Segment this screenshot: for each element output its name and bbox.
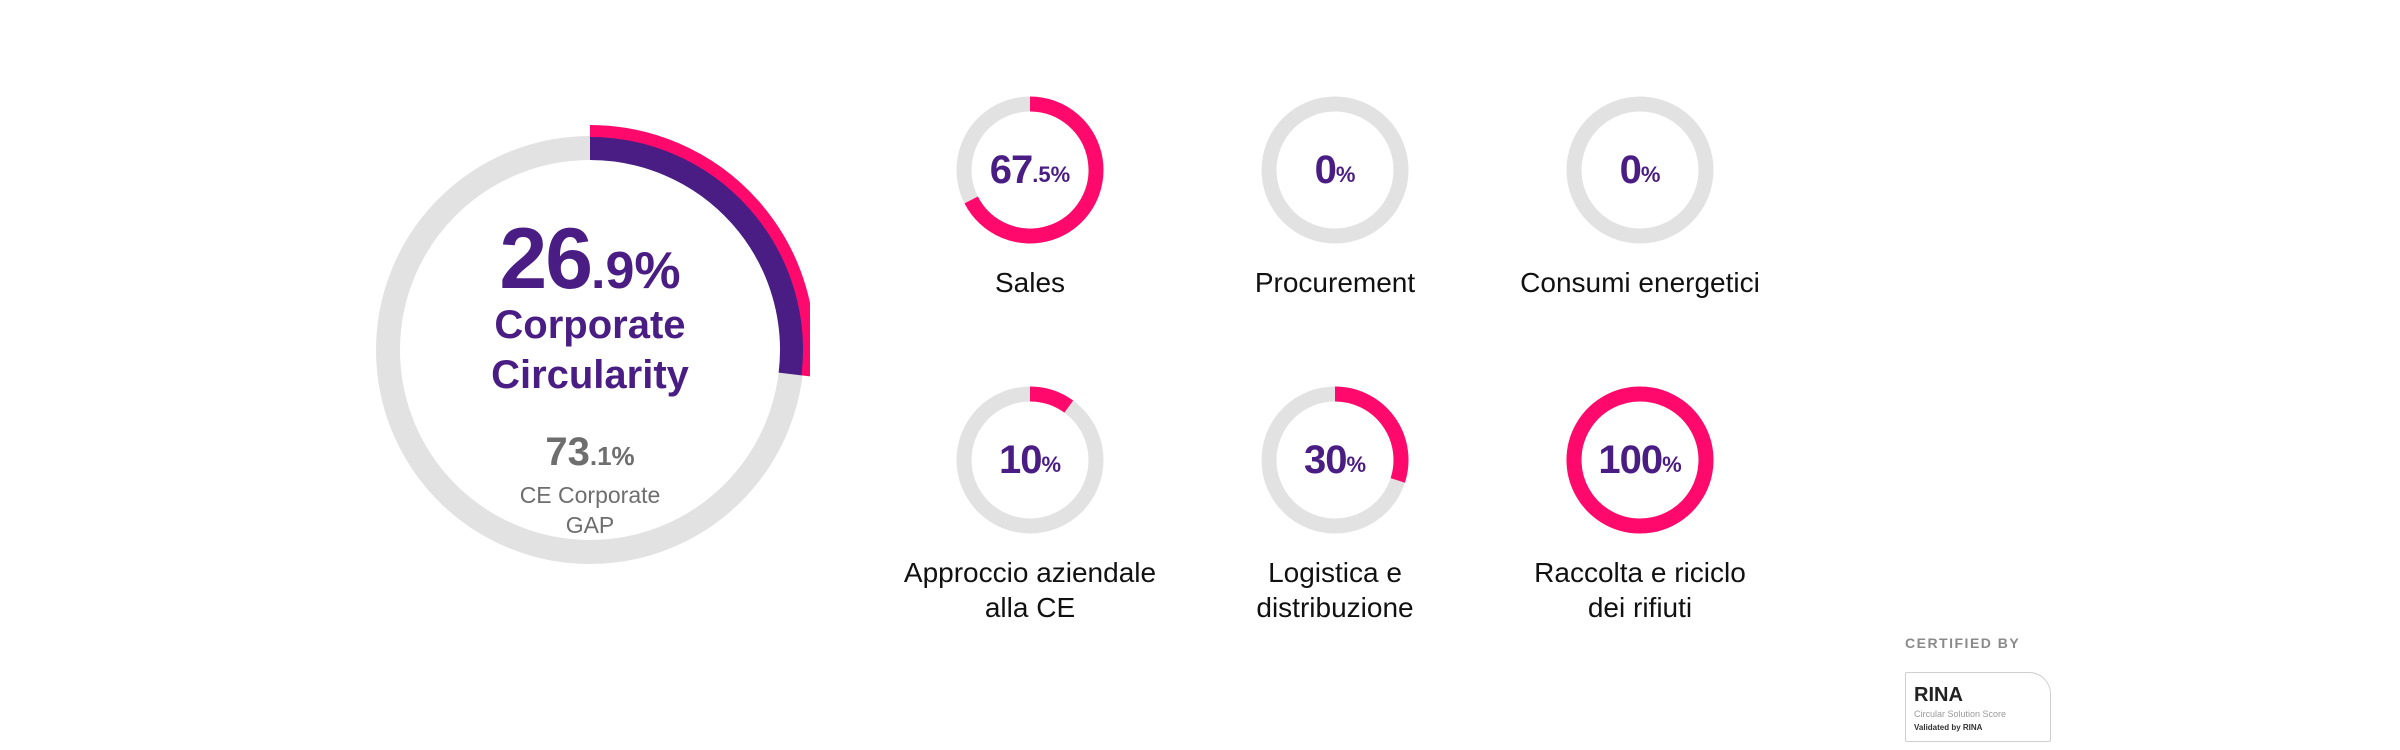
corporate-circularity-label: Corporate Circularity [395, 300, 785, 400]
kpi-label-line1: Procurement [1254, 267, 1416, 298]
corporate-circularity-label-line1: Corporate [494, 303, 686, 347]
kpi-label: Raccolta e riciclo dei rifiuti [1470, 555, 1810, 625]
kpi-value-int: 30 [1303, 437, 1347, 482]
ce-corporate-gap-label-line2: GAP [565, 512, 615, 538]
ce-corporate-gap-label-line1: CE Corporate [519, 482, 661, 508]
kpi-value-int: 10 [998, 437, 1042, 482]
corporate-circularity-value-dec: .9% [591, 242, 681, 300]
kpi-value-small: % [1346, 452, 1367, 477]
kpi-label: Approccio aziendale alla CE [860, 555, 1200, 625]
kpi-value: 10% [955, 385, 1105, 535]
kpi-label: Logistica e distribuzione [1165, 555, 1505, 625]
kpi-label-line1: Sales [994, 267, 1066, 298]
ce-corporate-gap-label: CE Corporate GAP [395, 480, 785, 540]
kpi-donut-arc [1029, 386, 1074, 413]
kpi-value-int: 0 [1314, 147, 1337, 192]
kpi-donut-track [1566, 96, 1714, 244]
kpi-label-line1: Approccio aziendale [903, 557, 1157, 588]
kpi-value: 30% [1260, 385, 1410, 535]
kpi-label: Consumi energetici [1470, 265, 1810, 300]
kpi-donut-track [1261, 96, 1409, 244]
kpi-label-line2: distribuzione [1256, 592, 1414, 623]
kpi-value-small: .5% [1032, 162, 1071, 187]
kpi-value-small: % [1041, 452, 1062, 477]
kpi-label-line1: Logistica e [1268, 557, 1402, 588]
kpi-donut-arc [1566, 386, 1714, 534]
corporate-circularity-value: 26.9% [395, 210, 785, 309]
main-gauge-value-arc-inner [589, 136, 804, 376]
kpi-value: 0% [1565, 95, 1715, 245]
kpi-value: 100% [1565, 385, 1715, 535]
kpi-label-line1: Consumi energetici [1520, 267, 1760, 298]
rina-certification-badge[interactable]: RINA Circular Solution Score Validated b… [1905, 672, 2051, 742]
kpi-value-int: 100 [1598, 437, 1663, 482]
kpi-label-line2: alla CE [984, 592, 1076, 623]
kpi-value-int: 67 [989, 147, 1033, 192]
ce-corporate-gap-value: 73.1% [395, 430, 785, 475]
corporate-circularity-gauge [376, 125, 810, 564]
kpi-label-line2: dei rifiuti [1587, 592, 1693, 623]
kpi-donut [956, 386, 1104, 534]
kpi-donut [1566, 386, 1714, 534]
kpi-value-small: % [1335, 162, 1356, 187]
corporate-circularity-label-line2: Circularity [491, 353, 689, 397]
kpi-donut [956, 96, 1104, 244]
corporate-circularity-value-int: 26 [499, 211, 593, 307]
ce-corporate-gap-value-int: 73 [545, 430, 590, 474]
kpi-value: 67.5% [955, 95, 1105, 245]
kpi-label-line1: Raccolta e riciclo [1534, 557, 1746, 588]
main-gauge-value-arc-outer [589, 125, 810, 377]
kpi-donut [1261, 96, 1409, 244]
kpi-label: Sales [860, 265, 1200, 300]
ce-corporate-gap-value-dec: .1% [589, 441, 635, 471]
validated-by-rina-text: Validated by RINA [1914, 723, 1983, 732]
kpi-donut [1261, 386, 1409, 534]
rina-logo: RINA [1914, 684, 1963, 706]
certified-by-label: CERTIFIED BY [1905, 635, 2021, 651]
kpi-label: Procurement [1165, 265, 1505, 300]
kpi-value-small: % [1662, 452, 1682, 477]
kpi-value-int: 0 [1619, 147, 1642, 192]
kpi-value: 0% [1260, 95, 1410, 245]
kpi-donut-arc [964, 96, 1104, 244]
rina-logo-text: RINA [1914, 684, 1963, 706]
kpi-donut-arc [1334, 386, 1409, 483]
kpi-donut [1566, 96, 1714, 244]
kpi-value-small: % [1640, 162, 1661, 187]
circular-solution-score-text: Circular Solution Score [1914, 709, 2007, 719]
